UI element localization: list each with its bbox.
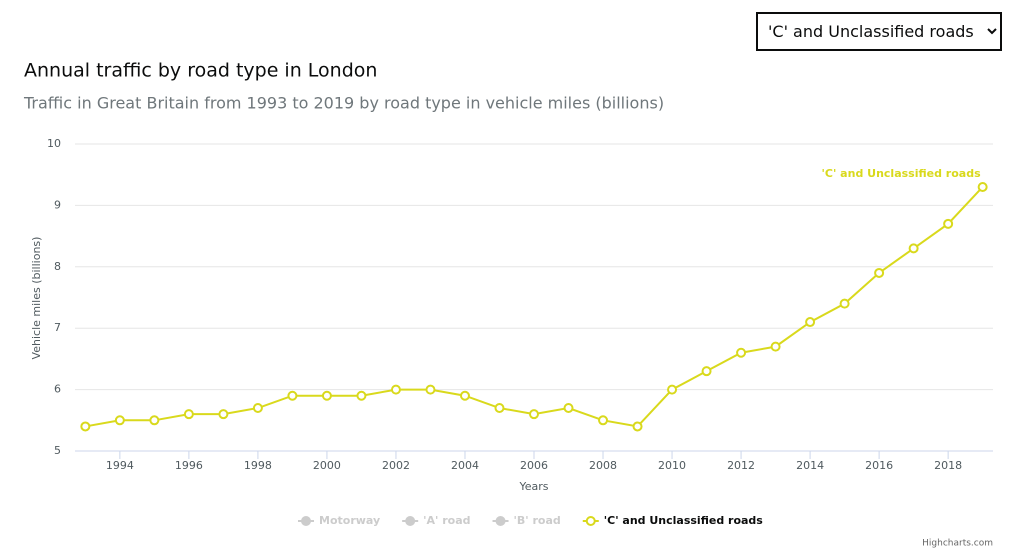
chart-subtitle: Traffic in Great Britain from 1993 to 20… [23,94,664,113]
legend-marker [405,516,416,526]
legend-marker [301,516,311,526]
credits: Highcharts.com [922,539,993,549]
y-tick-label: 6 [54,383,61,396]
data-point [459,390,470,401]
data-point [701,366,712,377]
x-tick-label: 2006 [520,459,548,472]
data-point [632,421,643,432]
x-tick-label: 2012 [727,459,755,472]
y-tick-label: 9 [54,198,61,211]
data-point [805,317,816,328]
x-tick-label: 1998 [244,459,272,472]
data-point [149,415,160,426]
data-point [252,403,263,414]
x-tick-label: 2018 [934,459,962,472]
y-axis-label: Vehicle miles (billions) [30,237,43,360]
x-tick-label: 2008 [589,459,617,472]
data-point [183,409,194,420]
legend-label: Motorway [319,514,380,527]
y-tick-label: 10 [47,137,61,150]
chart-title: Annual traffic by road type in London [24,60,377,82]
data-point [529,409,539,420]
data-point [943,218,954,229]
data-point [218,409,229,420]
data-point [839,298,850,309]
road-type-select[interactable]: 'C' and Unclassified roads [756,12,1002,51]
x-tick-label: 1994 [106,459,134,472]
x-tick-label: 2010 [658,459,686,472]
data-point [321,390,332,401]
x-tick-label: 2016 [865,459,893,472]
legend-marker [495,516,506,526]
legend-label: 'C' and Unclassified roads [604,514,764,527]
data-point [287,390,298,401]
data-point [874,267,885,278]
data-point [770,341,781,352]
legend-label: 'B' road [514,514,561,527]
data-point [80,421,91,432]
x-tick-label: 2004 [451,459,479,472]
x-tick-label: 1996 [175,459,203,472]
data-point [667,384,678,395]
x-tick-label: 2000 [313,459,341,472]
data-point [425,384,436,395]
data-point [908,243,919,254]
legend-label: 'A' road [423,514,470,527]
data-point [114,415,125,426]
data-point [563,403,574,414]
data-point [494,403,505,414]
data-point [977,181,988,192]
legend-marker [585,516,596,526]
data-point [736,347,747,358]
x-axis-label: Years [518,480,548,493]
data-point [356,390,367,401]
x-tick-label: 2014 [796,459,824,472]
y-tick-label: 7 [54,321,61,334]
data-point [598,415,609,426]
series-label: 'C' and Unclassified roads [822,167,982,180]
x-tick-label: 2002 [382,459,410,472]
data-point [390,384,401,395]
y-tick-label: 5 [54,444,61,457]
y-tick-label: 8 [54,260,61,273]
